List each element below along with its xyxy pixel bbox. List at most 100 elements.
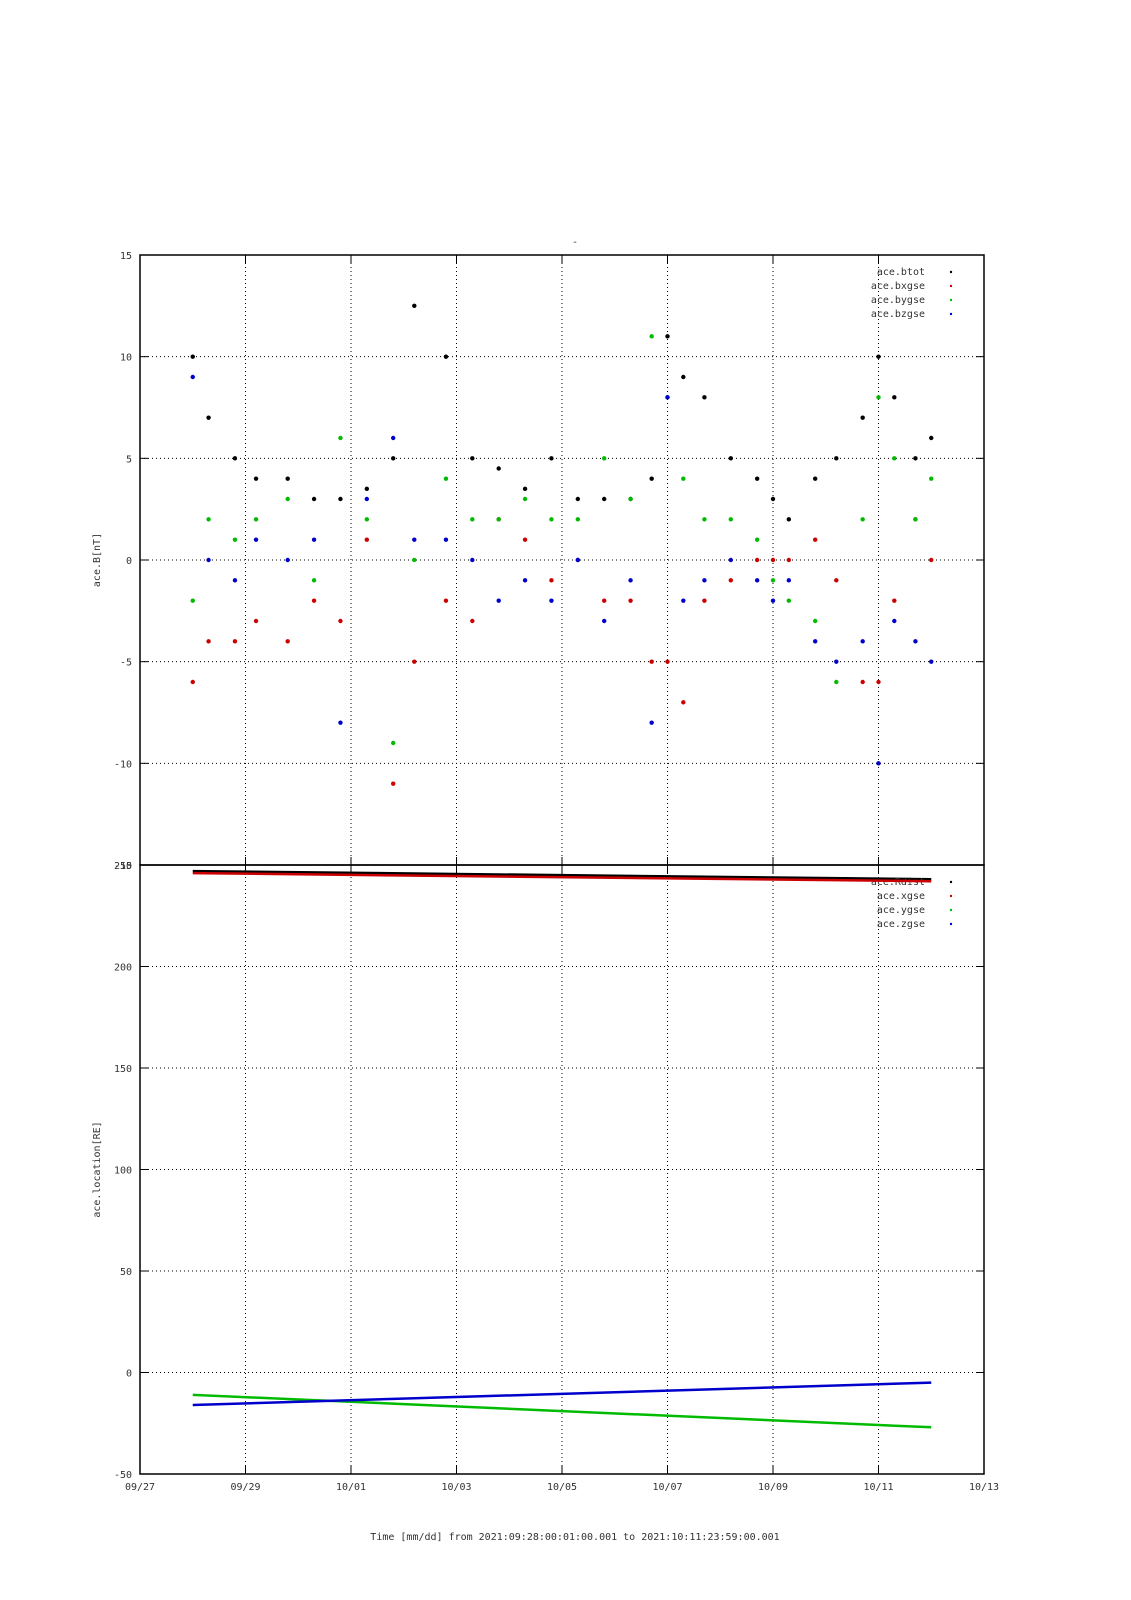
data-point-ace.bxgse — [649, 659, 654, 664]
x-tick-label: 10/11 — [863, 1482, 893, 1493]
data-point-ace.bxgse — [190, 679, 195, 685]
data-point-ace.bzgse — [860, 639, 865, 644]
plot-frame — [139, 864, 985, 1475]
data-point-ace.bzgse — [754, 578, 760, 583]
legend-marker — [949, 922, 953, 926]
data-point-ace.btot — [496, 466, 501, 471]
x-tick-label: 10/09 — [758, 1482, 788, 1493]
y-tick-label: -50 — [114, 1470, 132, 1481]
data-point-ace.btot — [602, 496, 607, 502]
data-point-ace.bxgse — [253, 618, 259, 624]
x-tick-label: 10/13 — [969, 1482, 999, 1493]
data-point-ace.btot — [681, 374, 686, 380]
data-point-ace.btot — [190, 354, 195, 359]
data-point-ace.btot — [443, 354, 449, 359]
data-point-ace.bxgse — [728, 578, 733, 583]
data-point-ace.bxgse — [602, 598, 607, 603]
data-point-ace.btot — [575, 496, 581, 502]
data-point-ace.btot — [834, 456, 839, 461]
data-point-ace.bygse — [412, 557, 417, 563]
data-point-ace.btot — [929, 435, 934, 441]
data-point-ace.btot — [665, 334, 670, 339]
x-tick-label: 10/05 — [547, 1482, 577, 1493]
data-point-ace.bxgse — [311, 598, 317, 603]
data-point-ace.bxgse — [522, 537, 528, 542]
data-point-ace.bygse — [338, 435, 343, 441]
data-point-ace.bxgse — [892, 598, 897, 603]
data-point-ace.btot — [754, 476, 760, 481]
data-point-ace.bxgse — [681, 700, 686, 705]
data-point-ace.bxgse — [470, 618, 475, 624]
data-point-ace.bzgse — [496, 598, 501, 603]
y-tick-label: 0 — [126, 1369, 132, 1380]
data-point-ace.btot — [412, 303, 417, 309]
data-point-ace.bzgse — [549, 598, 554, 603]
data-point-ace.btot — [338, 496, 343, 502]
data-point-ace.bygse — [628, 496, 633, 502]
data-point-ace.bygse — [786, 598, 792, 603]
data-point-ace.bygse — [391, 740, 396, 746]
data-point-ace.bzgse — [602, 618, 607, 624]
series-line-ace.xgse — [192, 871, 932, 883]
legend-label: ace.xgse — [877, 891, 925, 902]
x-tick-label: 10/01 — [336, 1482, 366, 1493]
data-point-ace.bxgse — [702, 598, 707, 603]
data-point-ace.bygse — [470, 517, 475, 522]
data-point-ace.btot — [549, 456, 554, 461]
data-point-ace.bxgse — [412, 659, 417, 664]
data-point-ace.bygse — [834, 679, 839, 685]
data-point-ace.btot — [786, 517, 792, 522]
data-point-ace.btot — [364, 486, 370, 492]
x-tick-label: 10/03 — [441, 1482, 471, 1493]
data-point-ace.bygse — [876, 395, 881, 400]
y-tick-label: 250 — [114, 861, 132, 872]
data-point-ace.bxgse — [391, 781, 396, 786]
data-point-ace.btot — [702, 395, 707, 400]
data-point-ace.bxgse — [549, 578, 554, 583]
data-point-ace.bzgse — [876, 761, 881, 766]
data-point-ace.bzgse — [470, 557, 475, 563]
legend-label: ace.bzgse — [871, 309, 925, 320]
data-point-ace.bygse — [364, 517, 370, 522]
legend-marker — [949, 312, 953, 316]
data-point-ace.bygse — [549, 517, 554, 522]
data-point-ace.btot — [311, 496, 317, 502]
data-point-ace.bygse — [253, 517, 259, 522]
data-point-ace.bxgse — [813, 537, 818, 542]
y-tick-label: 0 — [126, 556, 132, 567]
data-point-ace.bzgse — [443, 537, 449, 542]
series-line-ace.zgse — [192, 1381, 932, 1407]
y-tick-label: 50 — [120, 1267, 132, 1278]
data-point-ace.bxgse — [834, 578, 839, 583]
legend-marker — [949, 880, 953, 884]
data-point-ace.bxgse — [338, 618, 343, 624]
legend-marker — [949, 298, 953, 302]
data-point-ace.bygse — [728, 517, 733, 522]
legend-label: ace.bygse — [871, 295, 925, 306]
data-point-ace.bygse — [649, 334, 654, 339]
data-point-ace.bygse — [232, 537, 238, 542]
legend-marker — [949, 284, 953, 288]
data-point-ace.bygse — [681, 476, 686, 481]
data-point-ace.bygse — [813, 618, 818, 624]
data-point-ace.bxgse — [876, 679, 881, 685]
data-point-ace.bygse — [860, 517, 865, 522]
data-point-ace.bygse — [206, 517, 211, 522]
series-line-ace.ygse — [192, 1393, 932, 1429]
chart-title: - — [572, 237, 578, 248]
x-tick-label: 09/29 — [230, 1482, 260, 1493]
data-point-ace.bxgse — [665, 659, 670, 664]
data-point-ace.bygse — [190, 598, 195, 603]
legend-label: ace.Rdist — [871, 877, 925, 888]
data-point-ace.btot — [232, 456, 238, 461]
data-point-ace.bygse — [770, 578, 776, 583]
data-point-ace.bzgse — [770, 598, 776, 603]
y-axis-label: ace.B[nT] — [92, 533, 103, 587]
y-tick-label: 5 — [126, 454, 132, 465]
data-point-ace.btot — [649, 476, 654, 481]
y-tick-label: -10 — [114, 759, 132, 770]
data-point-ace.bzgse — [665, 395, 670, 400]
data-point-ace.bzgse — [628, 578, 633, 583]
y-tick-label: -5 — [120, 658, 132, 669]
legend-marker — [949, 894, 953, 898]
